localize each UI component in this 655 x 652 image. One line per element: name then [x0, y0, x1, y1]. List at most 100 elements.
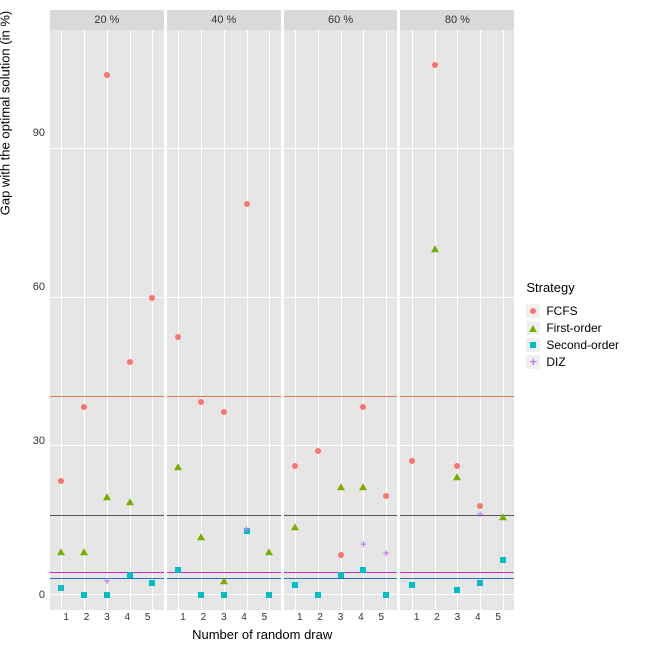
panel: 20 % + — [50, 10, 164, 610]
panel-body: ++ — [284, 30, 398, 610]
x-tick: 1 — [180, 612, 186, 623]
data-point: + — [383, 551, 389, 557]
data-point — [337, 483, 345, 490]
data-point: + — [243, 526, 249, 532]
data-point — [244, 201, 250, 207]
x-tick: 2 — [434, 612, 440, 623]
data-point — [104, 592, 110, 598]
data-point — [453, 473, 461, 480]
x-tick: 3 — [455, 612, 461, 623]
data-point — [409, 582, 415, 588]
data-point — [57, 548, 65, 555]
x-tick: 4 — [475, 612, 481, 623]
data-point — [432, 62, 438, 68]
data-point — [315, 448, 321, 454]
chart: Gap with the optimal solution (in %) 030… — [10, 10, 645, 642]
data-point: + — [360, 541, 366, 547]
plot-area: Gap with the optimal solution (in %) 030… — [10, 10, 514, 642]
x-tick: 2 — [201, 612, 207, 623]
x-tick-group: 12345 — [167, 610, 281, 623]
y-tick: 30 — [33, 435, 45, 447]
legend-items: FCFS First-order Second-order +DIZ — [526, 301, 645, 372]
data-point — [149, 295, 155, 301]
data-point — [80, 548, 88, 555]
data-point — [359, 483, 367, 490]
panel: 80 %+ — [400, 10, 514, 610]
legend-swatch: + — [526, 355, 540, 369]
data-point — [454, 587, 460, 593]
data-point — [127, 572, 133, 578]
legend-label: First-order — [546, 321, 601, 335]
data-point — [197, 533, 205, 540]
reference-line — [400, 572, 514, 573]
panel-body: + — [50, 30, 164, 610]
x-tick: 5 — [378, 612, 384, 623]
data-point — [198, 399, 204, 405]
data-point — [175, 334, 181, 340]
data-point — [220, 577, 228, 584]
data-point — [198, 592, 204, 598]
data-point — [81, 404, 87, 410]
reference-line — [284, 396, 398, 397]
x-tick: 4 — [124, 612, 130, 623]
y-tick: 90 — [33, 127, 45, 139]
data-point — [266, 592, 272, 598]
x-tick: 1 — [297, 612, 303, 623]
data-point — [126, 498, 134, 505]
legend-swatch — [526, 304, 540, 318]
x-tick: 2 — [317, 612, 323, 623]
data-point — [499, 513, 507, 520]
x-tick-group: 12345 — [284, 610, 398, 623]
legend-item: +DIZ — [526, 355, 645, 369]
x-tick: 5 — [145, 612, 151, 623]
x-tick-group: 12345 — [50, 610, 164, 623]
reference-line — [167, 515, 281, 516]
legend-label: FCFS — [546, 304, 577, 318]
panel-body: + — [167, 30, 281, 610]
reference-line — [50, 515, 164, 516]
legend-label: Second-order — [546, 338, 619, 352]
data-point — [292, 463, 298, 469]
data-point: + — [477, 512, 483, 518]
y-tick: 0 — [39, 589, 45, 601]
x-tick: 2 — [84, 612, 90, 623]
x-tick: 3 — [104, 612, 110, 623]
y-axis-label: Gap with the optimal solution (in %) — [0, 11, 13, 215]
reference-line — [167, 396, 281, 397]
reference-line — [167, 572, 281, 573]
data-point — [221, 409, 227, 415]
legend-item: FCFS — [526, 304, 645, 318]
data-point — [383, 592, 389, 598]
data-point — [338, 572, 344, 578]
panel-body: + — [400, 30, 514, 610]
data-point — [431, 245, 439, 252]
reference-line — [50, 396, 164, 397]
legend-swatch — [526, 321, 540, 335]
facet-strip: 20 % — [50, 10, 164, 30]
legend-item: First-order — [526, 321, 645, 335]
data-point — [454, 463, 460, 469]
data-point — [127, 359, 133, 365]
reference-line — [400, 396, 514, 397]
legend-swatch — [526, 338, 540, 352]
data-point — [477, 580, 483, 586]
y-tick: 60 — [33, 281, 45, 293]
data-point — [315, 592, 321, 598]
data-point — [500, 557, 506, 563]
x-tick: 4 — [358, 612, 364, 623]
data-point — [338, 552, 344, 558]
panels: 20 %+40 %+60 %++80 %+ — [50, 10, 514, 610]
reference-line — [284, 578, 398, 579]
data-point — [104, 72, 110, 78]
x-ticks: 12345123451234512345 — [50, 610, 514, 623]
legend: Strategy FCFSFirst-orderSecond-order+DIZ — [514, 10, 645, 642]
facet-strip: 60 % — [284, 10, 398, 30]
panel: 60 %++ — [284, 10, 398, 610]
data-point — [174, 463, 182, 470]
data-point — [149, 580, 155, 586]
data-point: + — [104, 579, 110, 585]
x-tick: 1 — [414, 612, 420, 623]
y-axis: Gap with the optimal solution (in %) 030… — [10, 10, 50, 610]
data-point — [221, 592, 227, 598]
data-point — [360, 404, 366, 410]
